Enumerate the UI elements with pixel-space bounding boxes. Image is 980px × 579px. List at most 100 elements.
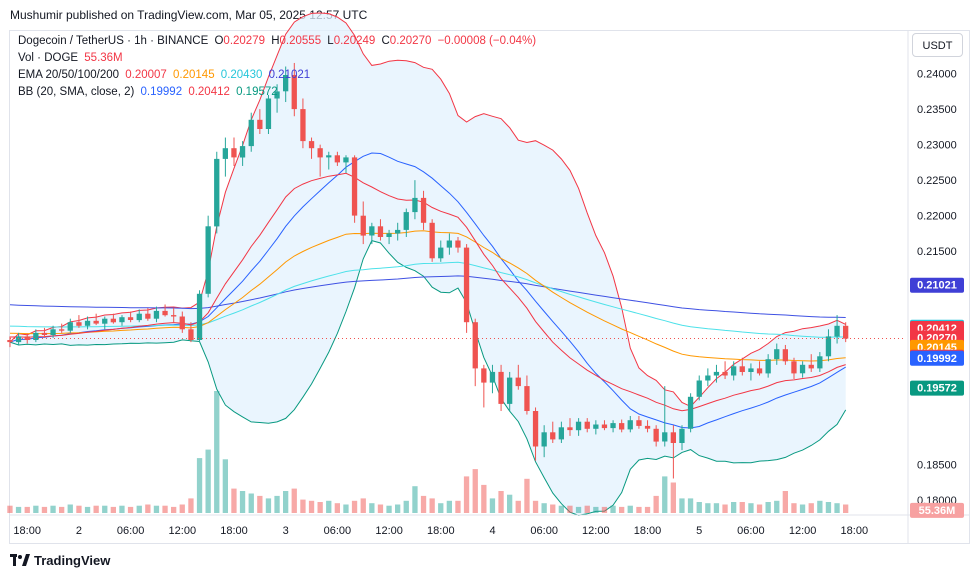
candle-body: [214, 158, 220, 227]
volume-bar: [472, 469, 478, 513]
volume-bar: [334, 503, 340, 513]
volume-bar: [67, 504, 73, 513]
volume-bar: [722, 504, 728, 513]
price-badge-label: 55.36M: [919, 505, 956, 517]
volume-bar: [162, 505, 168, 513]
x-tick-label: 5: [696, 525, 702, 537]
candle-body: [239, 146, 246, 158]
volume-bar: [93, 505, 99, 513]
volume-bar: [782, 491, 788, 513]
volume-bar: [317, 502, 323, 513]
candle-body: [765, 359, 771, 374]
legend-symbol-row: Dogecoin / TetherUS · 1h · BINANCE O0.20…: [18, 35, 539, 47]
candle-body: [575, 421, 582, 431]
candle-body: [636, 420, 642, 426]
volume-bar: [33, 505, 39, 513]
low-value: 0.20249: [333, 35, 376, 47]
volume-bar: [102, 505, 108, 513]
volume-bar: [679, 498, 685, 513]
legend-ema-row: EMA 20/50/100/200 0.20007 0.20145 0.2043…: [18, 69, 313, 81]
candle-body: [24, 336, 30, 340]
candle-body: [59, 329, 65, 331]
volume-bar: [653, 495, 659, 513]
candle-body: [248, 119, 254, 147]
currency-button[interactable]: USDT: [912, 33, 963, 57]
price-badge: [910, 350, 964, 366]
candle-body: [455, 240, 461, 248]
volume-bar: [489, 498, 496, 513]
price-badge: [910, 502, 964, 518]
candle-body: [33, 332, 39, 340]
candle-body: [119, 317, 125, 323]
volume-bar: [670, 482, 676, 513]
volume-bar: [188, 498, 194, 513]
x-tick-label: 12:00: [375, 525, 403, 537]
volume-bar: [834, 503, 840, 513]
candle-body: [145, 313, 151, 319]
x-tick-label: 06:00: [117, 525, 145, 537]
volume-bar: [687, 498, 694, 513]
published-header: Mushumir published on TradingView.com, M…: [10, 8, 368, 22]
top-bar: Mushumir published on TradingView.com, M…: [0, 0, 980, 30]
volume-bar: [532, 500, 539, 513]
volume-bar: [153, 505, 160, 513]
bb-upper-line: [9, 12, 846, 408]
volume-bar: [377, 504, 384, 513]
volume-bar: [550, 504, 556, 513]
candle-body: [627, 420, 633, 430]
candle-body: [308, 141, 315, 149]
candle-body: [472, 322, 478, 369]
ema-label[interactable]: EMA 20/50/100/200: [18, 69, 120, 81]
x-tick-label: 18:00: [841, 525, 869, 537]
tradingview-logo-icon: [10, 554, 30, 566]
price-badge: [910, 277, 964, 293]
candle-body: [679, 428, 685, 443]
volume-bar: [326, 500, 332, 513]
candle-body: [843, 325, 849, 339]
volume-bar: [257, 495, 263, 513]
price-badge: [910, 380, 964, 396]
volume-bar: [136, 505, 142, 513]
volume-layer: [7, 391, 849, 513]
high-value: 0.20555: [279, 35, 322, 47]
time-axis[interactable]: 18:00 2 06:00 12:00 18:00 3 06:00 12:00 18:00 4 06…: [10, 31, 969, 543]
candle-body: [403, 212, 409, 230]
candle-body: [653, 428, 659, 442]
candle-body: [791, 361, 797, 374]
bb-fill-area: [10, 13, 846, 516]
candle-body: [274, 91, 280, 99]
candle-body: [395, 229, 401, 234]
candle-body: [593, 424, 599, 429]
bb-basis-value: 0.19992: [140, 86, 183, 98]
candle-body: [808, 364, 814, 369]
volume-bar: [756, 504, 763, 513]
x-tick-label: 06:00: [737, 525, 765, 537]
bb-label[interactable]: BB (20, SMA, close, 2): [18, 86, 135, 98]
candle-body: [136, 313, 142, 321]
legend-bb-row: BB (20, SMA, close, 2) 0.19992 0.20412 0…: [18, 86, 281, 98]
volume-bar: [300, 499, 306, 513]
price-badge-label: 0.21021: [917, 280, 957, 292]
volume-bar: [808, 503, 814, 513]
candle-body: [110, 318, 116, 323]
volume-bar: [308, 500, 315, 513]
volume-bar: [59, 506, 65, 513]
volume-bar: [825, 502, 832, 513]
price-axis[interactable]: 0.24000 0.23500 0.23000 0.22500 0.22000 0.215…: [917, 69, 957, 507]
volume-bar: [360, 498, 366, 513]
candle-body: [825, 336, 832, 357]
volume-bar: [627, 505, 633, 513]
volume-bar: [713, 503, 720, 513]
bb-basis-line: [9, 152, 846, 429]
volume-bar: [127, 506, 134, 513]
bb-lower-line: [9, 240, 847, 516]
candle-body: [610, 423, 616, 429]
volume-label[interactable]: Vol · DOGE: [18, 52, 79, 64]
x-tick-label: 12:00: [582, 525, 610, 537]
volume-bar: [386, 505, 392, 513]
candle-body: [601, 424, 608, 429]
symbol-title[interactable]: Dogecoin / TetherUS · 1h · BINANCE: [18, 35, 209, 47]
brand-label: TradingView: [34, 553, 111, 568]
volume-bar: [205, 449, 211, 513]
